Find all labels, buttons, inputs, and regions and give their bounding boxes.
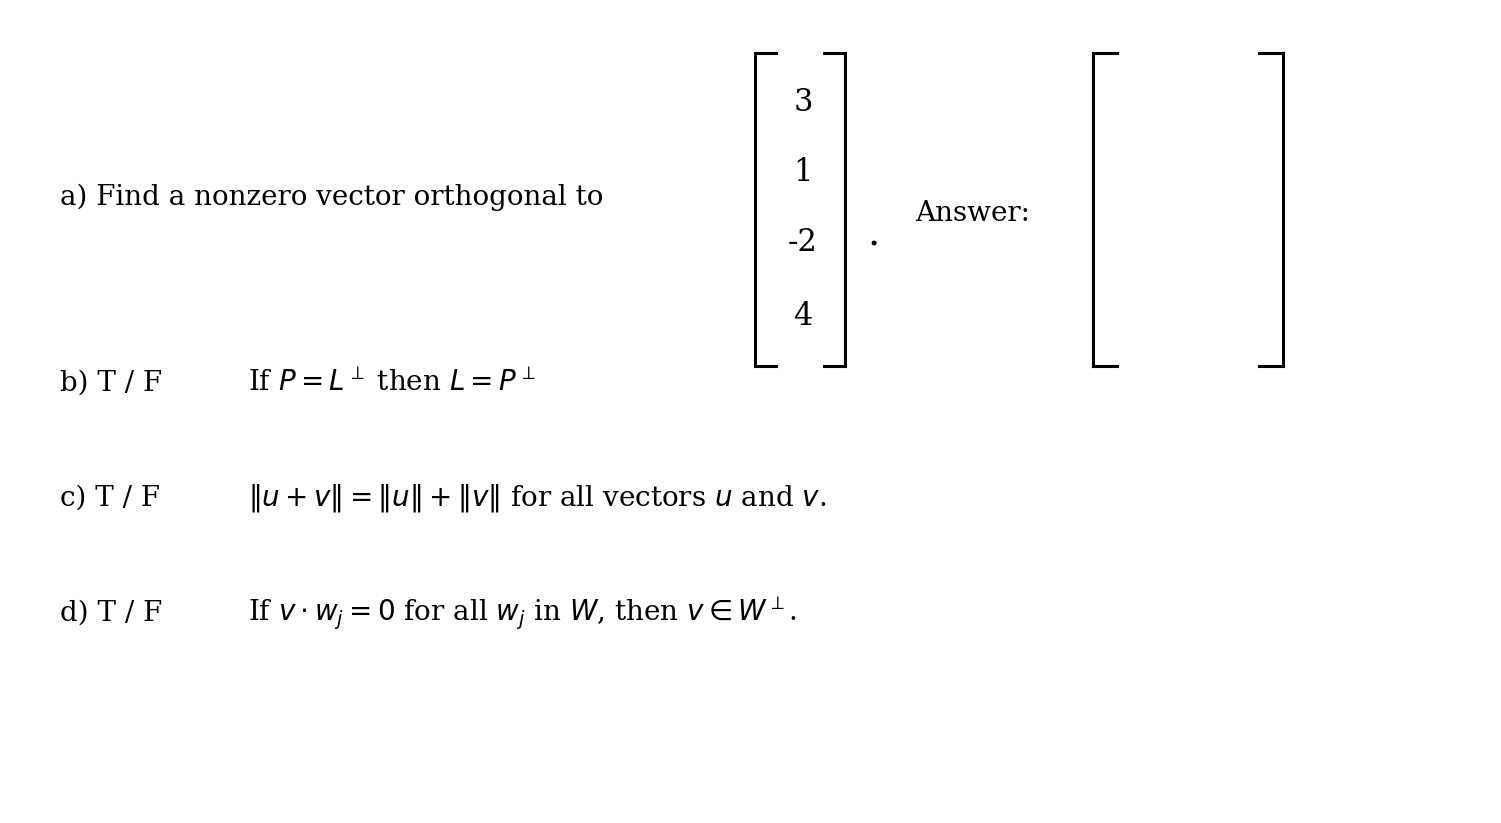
Text: 1: 1 <box>794 157 812 188</box>
Text: Answer:: Answer: <box>916 201 1031 227</box>
Text: If $P = L^{\perp}$ then $L = P^{\perp}$: If $P = L^{\perp}$ then $L = P^{\perp}$ <box>248 369 536 397</box>
Text: b) T / F: b) T / F <box>60 370 162 396</box>
Text: a) Find a nonzero vector orthogonal to: a) Find a nonzero vector orthogonal to <box>60 184 603 212</box>
Text: .: . <box>868 216 880 253</box>
Text: If $v \cdot w_j = 0$ for all $w_j$ in $W$, then $v \in W^{\perp}$.: If $v \cdot w_j = 0$ for all $w_j$ in $W… <box>248 594 797 632</box>
Text: $\|u + v\| = \|u\| + \|v\|$ for all vectors $u$ and $v$.: $\|u + v\| = \|u\| + \|v\|$ for all vect… <box>248 482 826 514</box>
Text: c) T / F: c) T / F <box>60 485 161 511</box>
Text: -2: -2 <box>788 227 818 258</box>
Text: 3: 3 <box>794 87 812 119</box>
Text: d) T / F: d) T / F <box>60 600 162 626</box>
Text: 4: 4 <box>794 301 812 332</box>
